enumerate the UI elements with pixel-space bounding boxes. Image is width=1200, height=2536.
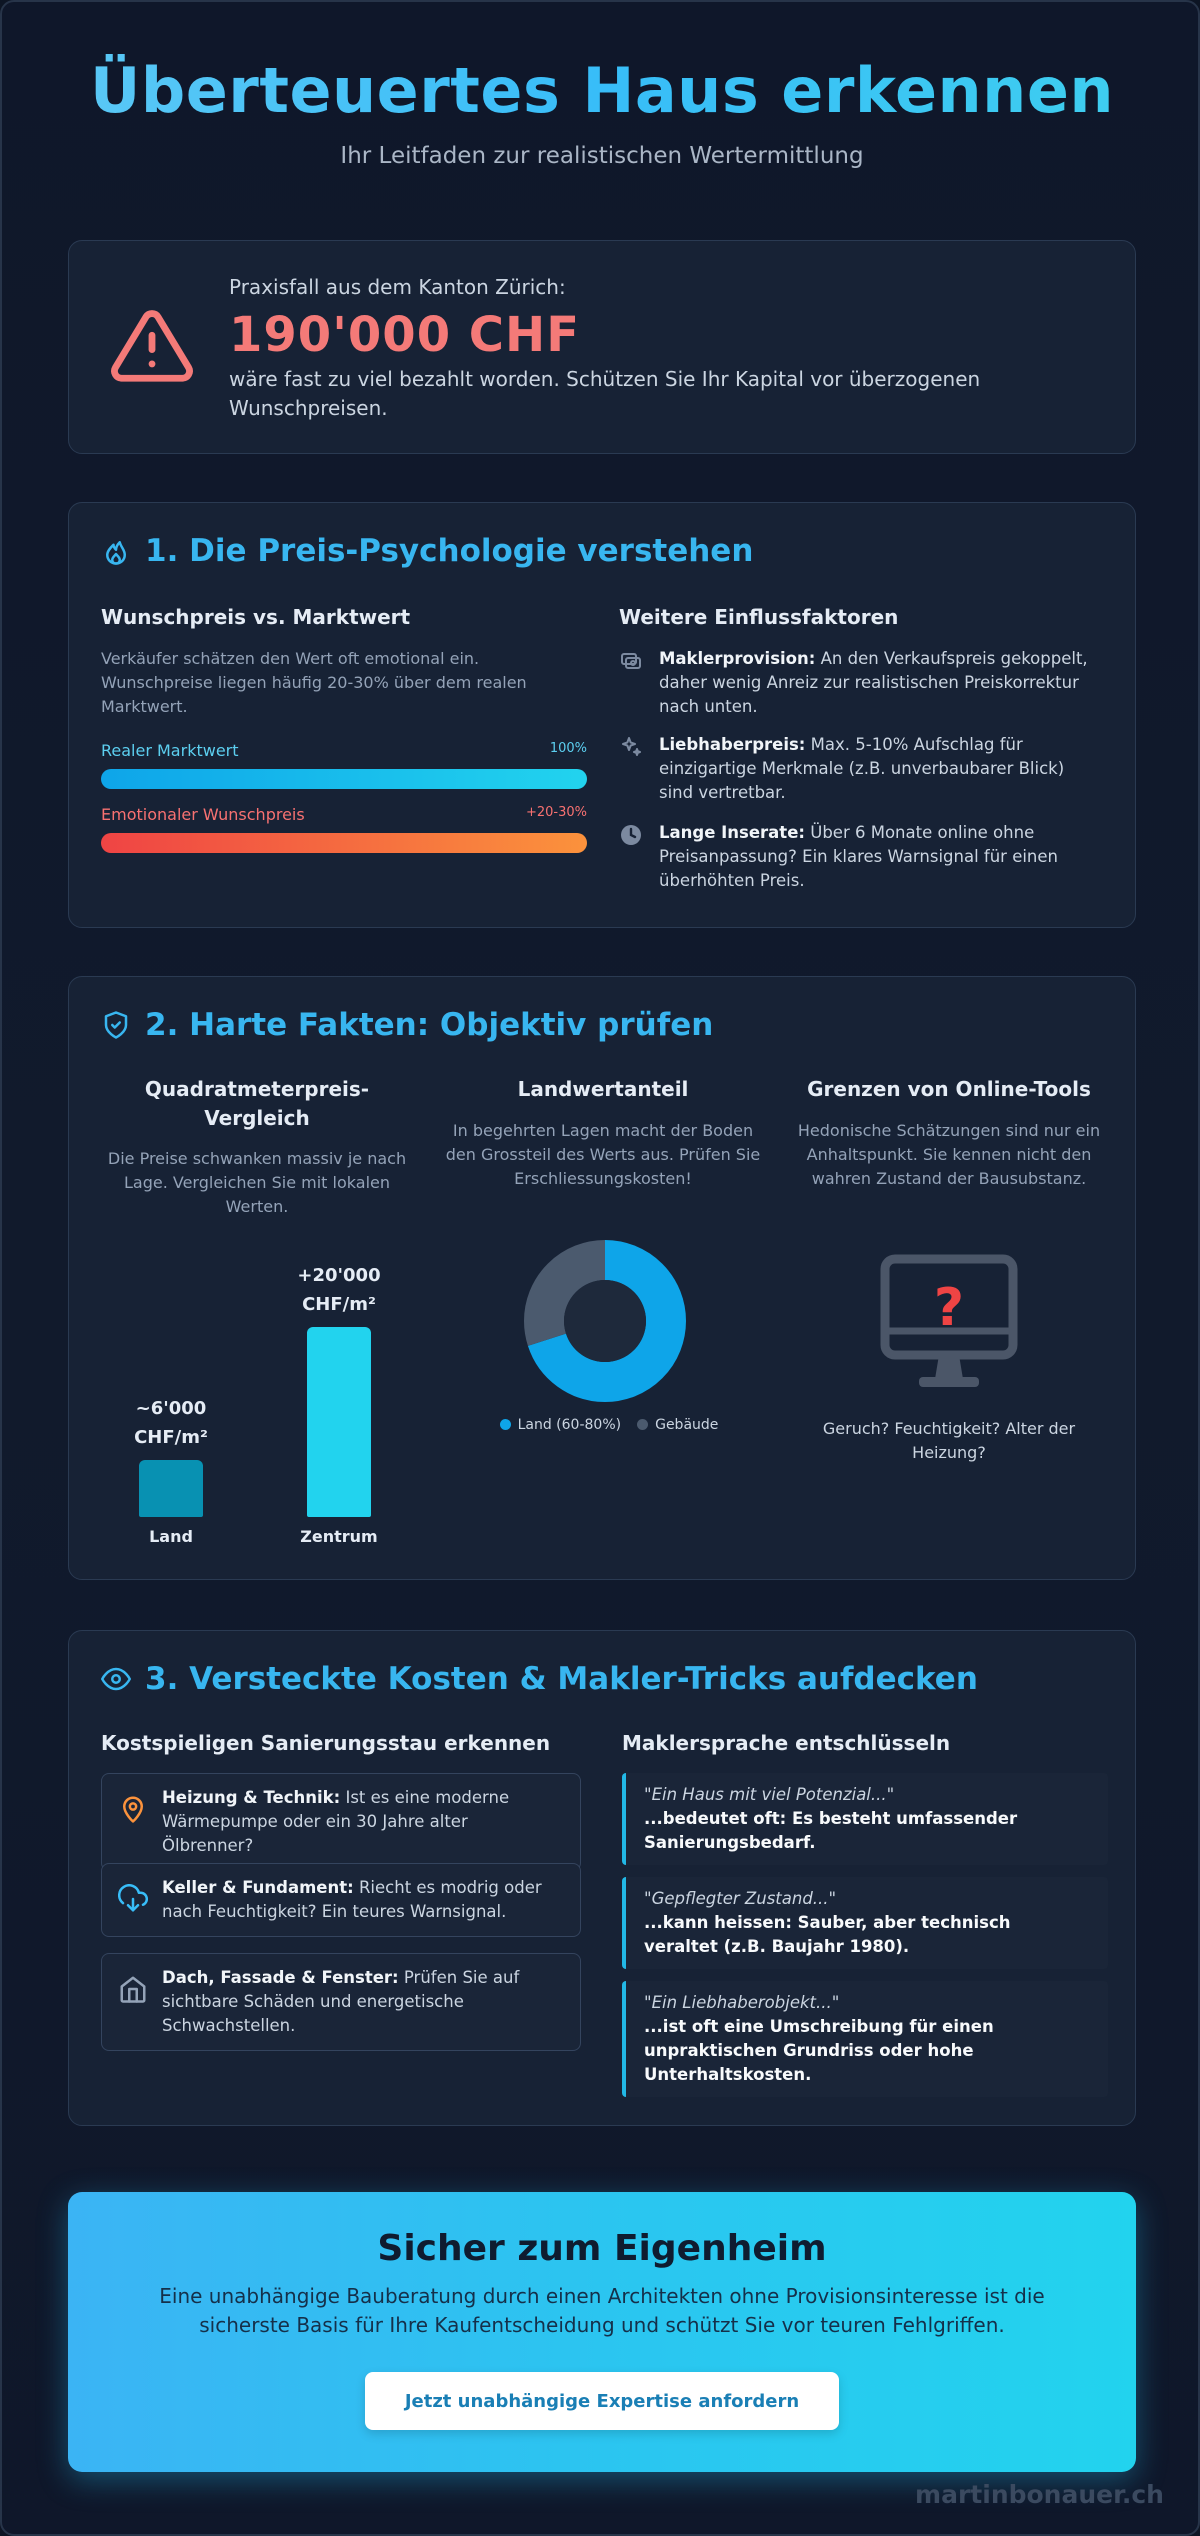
- renovation-item: Dach, Fassade & Fenster: Prüfen Sie auf …: [101, 1953, 581, 2051]
- donut-hole: [564, 1280, 646, 1362]
- price-vs-value-description: Verkäufer schätzen den Wert oft emotiona…: [101, 649, 527, 716]
- renovation-item: Heizung & Technik: Ist es eine moderne W…: [101, 1773, 581, 1871]
- bar-value-label: +20'000 CHF/m²: [297, 1265, 381, 1315]
- coins-icon: [621, 653, 641, 669]
- broker-quote: "Ein Haus mit viel Potenzial..." ...bede…: [622, 1773, 1108, 1865]
- alert-text: wäre fast zu viel bezahlt worden. Schütz…: [229, 367, 981, 420]
- wish-price-percent: +20-30%: [525, 805, 587, 820]
- bar-category-label: Land: [149, 1527, 193, 1546]
- page-subtitle: Ihr Leitfaden zur realistischen Wertermi…: [340, 143, 864, 169]
- section-hidden-costs: 3. Versteckte Kosten & Makler-Tricks auf…: [68, 1630, 1136, 2126]
- request-expertise-button[interactable]: Jetzt unabhängige Expertise anfordern: [365, 2372, 839, 2430]
- market-value-bar-label: Realer Marktwert 100%: [101, 741, 587, 760]
- broker-quote: "Gepflegter Zustand..." ...kann heissen:…: [622, 1877, 1108, 1969]
- warning-triangle-icon: [111, 310, 193, 382]
- svg-text:?: ?: [934, 1278, 964, 1338]
- legend-item-building: Gebäude: [637, 1417, 718, 1433]
- market-value-percent: 100%: [549, 741, 587, 756]
- section-title: 3. Versteckte Kosten & Makler-Tricks auf…: [101, 1661, 978, 1697]
- page-title: Überteuertes Haus erkennen: [2, 54, 1198, 127]
- online-tools-heading: Grenzen von Online-Tools: [807, 1077, 1091, 1101]
- wish-price-bar: [101, 833, 587, 853]
- market-value-label: Realer Marktwert: [101, 741, 239, 760]
- factor-text: Maklerprovision: An den Verkaufspreis ge…: [659, 649, 1088, 716]
- broker-quote: "Ein Liebhaberobjekt..." ...ist oft eine…: [622, 1981, 1108, 2097]
- eye-icon: [101, 1667, 131, 1691]
- location-pin-icon: [123, 1796, 143, 1823]
- alert-amount: 190'000 CHF: [229, 307, 580, 363]
- bar-category-label: Zentrum: [300, 1527, 378, 1546]
- alert-kicker: Praxisfall aus dem Kanton Zürich:: [229, 275, 566, 299]
- sqm-price-heading: Quadratmeterpreis-Vergleich: [144, 1077, 370, 1130]
- cloud-download-icon: [118, 1884, 148, 1912]
- legend-item-land: Land (60-80%): [499, 1417, 621, 1433]
- section-price-psychology: 1. Die Preis-Psychologie verstehen Wunsc…: [68, 502, 1136, 928]
- renovation-text: Dach, Fassade & Fenster: Prüfen Sie auf …: [162, 1968, 520, 2035]
- footer-domain: martinbonauer.ch: [915, 2480, 1164, 2509]
- house-icon: [120, 1976, 146, 2003]
- section-title-text: 2. Harte Fakten: Objektiv prüfen: [145, 1007, 714, 1043]
- donut-legend: Land (60-80%) Gebäude: [489, 1417, 729, 1433]
- broker-quote-meaning: ...ist oft eine Umschreibung für einen u…: [644, 2017, 994, 2084]
- sparkle-icon: [622, 737, 641, 756]
- broker-quote-phrase: "Ein Haus mit viel Potenzial...": [644, 1785, 895, 1804]
- section-hard-facts: 2. Harte Fakten: Objektiv prüfen Quadrat…: [68, 976, 1136, 1580]
- section-title: 2. Harte Fakten: Objektiv prüfen: [101, 1007, 713, 1043]
- header: Überteuertes Haus erkennen Ihr Leitfaden…: [2, 54, 1198, 169]
- monitor-question-icon: ?: [880, 1254, 1018, 1387]
- cta-title: Sicher zum Eigenheim: [377, 2228, 827, 2269]
- sqm-price-description: Die Preise schwanken massiv je nach Lage…: [107, 1149, 407, 1216]
- renovation-text: Keller & Fundament: Riecht es modrig ode…: [162, 1878, 542, 1921]
- land-share-donut-chart: [524, 1240, 686, 1402]
- renovation-heading: Kostspieligen Sanierungsstau erkennen: [101, 1731, 551, 1755]
- section-title-text: 1. Die Preis-Psychologie verstehen: [145, 533, 754, 569]
- donut-slice-building: [524, 1240, 686, 1402]
- bar-zentrum: [307, 1327, 371, 1517]
- cta-panel: Sicher zum Eigenheim Eine unabhängige Ba…: [68, 2192, 1136, 2472]
- section-title-text: 3. Versteckte Kosten & Makler-Tricks auf…: [145, 1661, 978, 1697]
- renovation-item: Keller & Fundament: Riecht es modrig ode…: [101, 1863, 581, 1937]
- factor-item: Liebhaberpreis: Max. 5-10% Aufschlag für…: [619, 733, 1099, 805]
- clock-icon: [621, 825, 641, 845]
- factor-item: Lange Inserate: Über 6 Monate online ohn…: [619, 821, 1099, 893]
- broker-language-heading: Maklersprache entschlüsseln: [622, 1731, 951, 1755]
- bar-value-label: ~6'000 CHF/m²: [134, 1398, 208, 1448]
- wish-price-bar-label: Emotionaler Wunschpreis +20-30%: [101, 805, 587, 824]
- section-title: 1. Die Preis-Psychologie verstehen: [101, 533, 753, 569]
- wish-price-label: Emotionaler Wunschpreis: [101, 805, 305, 824]
- cta-text: Eine unabhängige Bauberatung durch einen…: [159, 2284, 1045, 2337]
- price-vs-value-heading: Wunschpreis vs. Marktwert: [101, 605, 411, 629]
- online-tools-caption: Geruch? Feuchtigkeit? Alter der Heizung?: [822, 1419, 1076, 1462]
- factors-heading: Weitere Einflussfaktoren: [619, 605, 899, 629]
- market-value-bar: [101, 769, 587, 789]
- land-share-description: In begehrten Lagen macht der Boden den G…: [445, 1121, 761, 1188]
- broker-quote-phrase: "Gepflegter Zustand...": [644, 1889, 837, 1908]
- broker-quote-meaning: ...kann heissen: Sauber, aber technisch …: [644, 1913, 1011, 1956]
- land-share-heading: Landwertanteil: [517, 1077, 689, 1101]
- factor-text: Lange Inserate: Über 6 Monate online ohn…: [659, 823, 1058, 890]
- factor-text: Liebhaberpreis: Max. 5-10% Aufschlag für…: [659, 735, 1065, 802]
- shield-check-icon: [104, 1011, 128, 1039]
- bar-land: [139, 1460, 203, 1517]
- broker-quote-meaning: ...bedeutet oft: Es besteht umfassender …: [644, 1809, 1018, 1852]
- broker-quote-phrase: "Ein Liebhaberobjekt...": [644, 1993, 840, 2012]
- factor-item: Maklerprovision: An den Verkaufspreis ge…: [619, 647, 1099, 719]
- online-tools-description: Hedonische Schätzungen sind nur ein Anha…: [797, 1121, 1101, 1188]
- flame-icon: [106, 541, 126, 565]
- renovation-text: Heizung & Technik: Ist es eine moderne W…: [162, 1788, 510, 1855]
- alert-card: Praxisfall aus dem Kanton Zürich: 190'00…: [68, 240, 1136, 454]
